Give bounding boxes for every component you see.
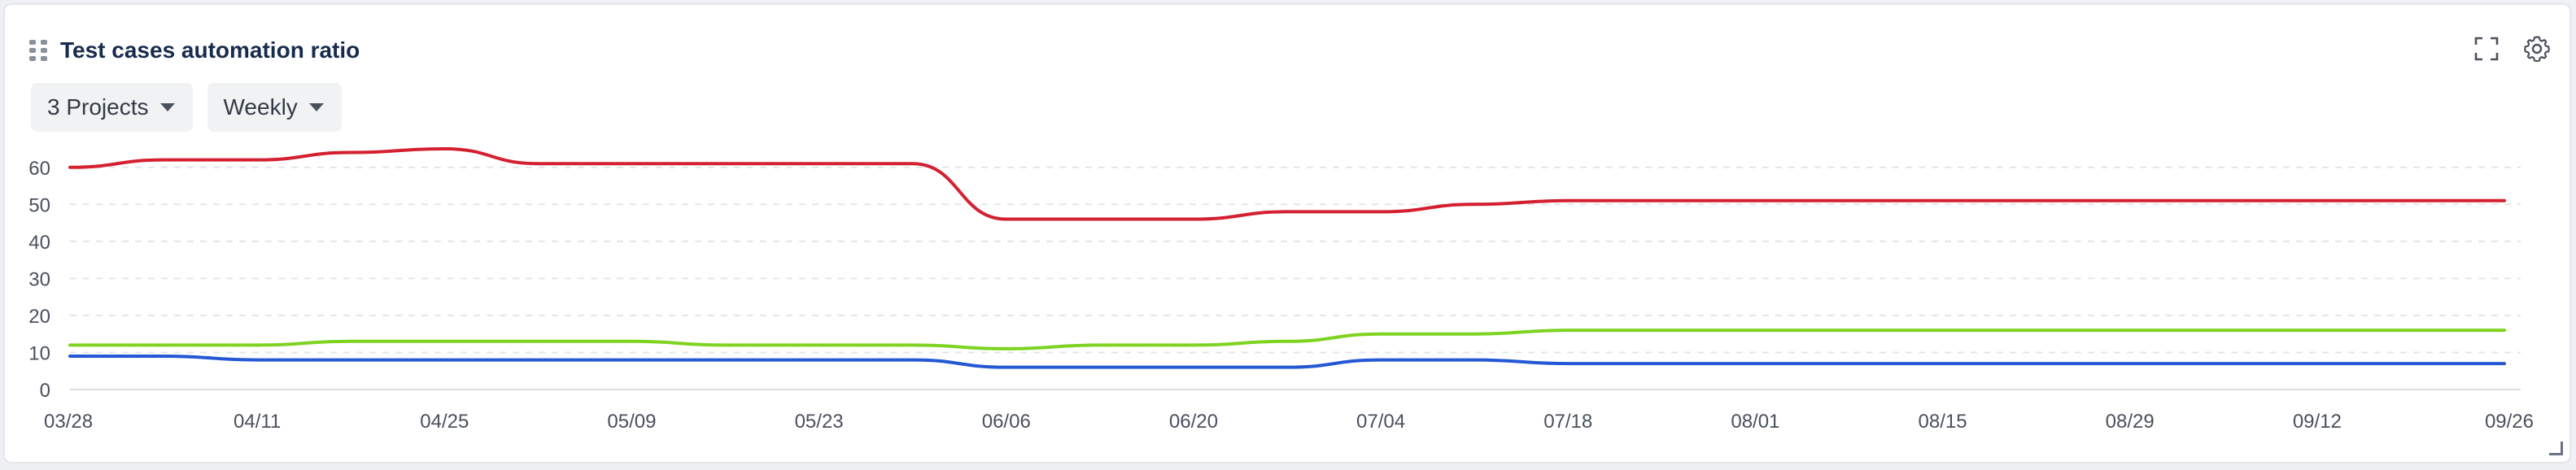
fullscreen-icon[interactable] [2472,34,2501,63]
x-tick-label: 07/04 [1356,411,1405,433]
period-dropdown-label: Weekly [223,94,298,120]
x-tick-label: 09/26 [2485,411,2534,433]
series-line-0 [68,147,2506,221]
series-line-1 [68,329,2506,350]
y-tick-label: 40 [28,232,50,254]
y-tick-label: 50 [28,194,50,216]
x-tick-label: 06/20 [1169,411,1218,433]
projects-dropdown[interactable]: 3 Projects [31,83,193,132]
gear-icon[interactable] [2522,34,2552,63]
x-tick-label: 06/06 [982,411,1031,433]
chevron-down-icon [308,103,324,111]
x-tick-label: 08/15 [1919,411,1967,433]
projects-dropdown-label: 3 Projects [47,94,149,120]
chevron-down-icon [159,103,175,111]
x-tick-label: 05/23 [795,411,844,433]
resize-handle-icon[interactable] [2549,442,2563,455]
y-tick-label: 60 [28,158,50,180]
y-tick-label: 10 [28,342,50,364]
y-tick-label: 30 [28,268,50,290]
x-tick-label: 03/28 [44,411,93,433]
y-tick-label: 20 [28,306,50,328]
series-line-2 [68,355,2506,369]
filter-bar: 3 Projects Weekly [31,83,342,132]
period-dropdown[interactable]: Weekly [207,83,342,132]
x-tick-label: 09/12 [2293,411,2342,433]
x-tick-label: 04/11 [234,411,281,433]
line-chart: 0 10 20 30 40 50 60 03/28 04/11 04/25 05/09 05/23 06… [28,147,2534,433]
widget-title: Test cases automation ratio [60,37,360,63]
x-tick-label: 08/29 [2106,411,2155,433]
x-tick-label: 04/25 [420,411,469,433]
y-tick-label: 0 [40,380,50,402]
drag-handle-icon[interactable] [29,39,47,62]
widget-actions [2472,34,2552,63]
x-tick-label: 05/09 [607,411,656,433]
x-tick-label: 07/18 [1543,411,1592,433]
widget-card: Test cases automation ratio 3 Projects W… [3,3,2571,463]
x-tick-label: 08/01 [1731,411,1779,433]
widget-header: Test cases automation ratio [29,34,360,67]
